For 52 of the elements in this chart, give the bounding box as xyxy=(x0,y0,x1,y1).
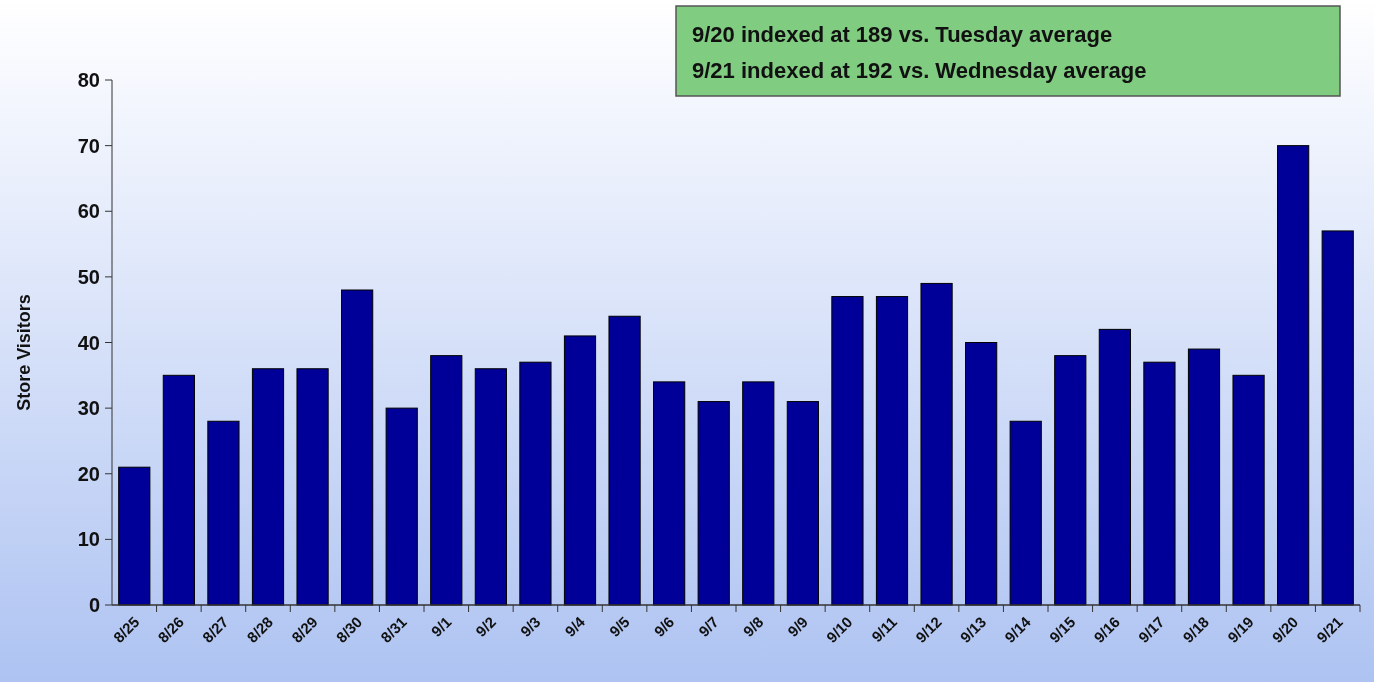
bar xyxy=(653,381,686,606)
y-tick-label: 50 xyxy=(77,265,100,288)
bar xyxy=(474,368,507,606)
bar xyxy=(920,282,953,606)
bar xyxy=(1054,355,1087,606)
bar xyxy=(831,296,864,606)
bar xyxy=(207,420,240,606)
bar xyxy=(1187,348,1221,606)
y-tick-label: 10 xyxy=(77,528,100,551)
bar xyxy=(1232,374,1265,606)
y-axis-title: Store Visitors xyxy=(14,294,34,411)
y-tick-label: 30 xyxy=(77,397,100,420)
y-tick-label: 70 xyxy=(77,134,100,157)
bar xyxy=(742,381,775,606)
bar xyxy=(608,315,641,606)
y-tick-label: 20 xyxy=(77,462,100,485)
x-tick-label: 9/8 xyxy=(739,613,767,640)
y-tick-label: 0 xyxy=(88,594,100,616)
x-tick-label: 9/1 xyxy=(427,613,455,640)
bar xyxy=(385,407,418,606)
x-tick-label: 9/4 xyxy=(561,612,589,640)
bar xyxy=(162,374,195,606)
bar xyxy=(1098,328,1131,606)
bar xyxy=(1321,230,1354,606)
bar xyxy=(1143,361,1176,606)
bar xyxy=(1277,145,1310,606)
x-tick-label: 9/9 xyxy=(784,613,811,640)
bar xyxy=(251,368,285,606)
text: 9/20 indexed at 189 vs. Tuesday average xyxy=(692,22,1113,47)
bar xyxy=(965,342,998,606)
x-tick-label: 8/31 xyxy=(377,613,410,646)
bar xyxy=(1009,420,1042,606)
bar xyxy=(519,361,552,606)
bar xyxy=(118,466,151,606)
x-tick-label: 9/6 xyxy=(650,613,678,640)
bar xyxy=(341,289,374,606)
bar xyxy=(697,401,730,606)
y-tick-label: 60 xyxy=(77,200,100,223)
y-tick-label: 40 xyxy=(77,331,100,354)
x-tick-label: 9/11 xyxy=(868,613,901,646)
bar xyxy=(563,335,597,606)
annotation: 9/21 indexed at 192 vs. Wednesday average xyxy=(692,58,1147,83)
bar xyxy=(786,401,819,606)
y-tick-label: 80 xyxy=(77,69,100,91)
bar xyxy=(875,296,909,606)
x-tick-label: 9/2 xyxy=(472,613,499,640)
x-tick-label: 9/7 xyxy=(695,613,722,640)
x-tick-label: 9/5 xyxy=(605,613,633,640)
x-tick-label: 9/21 xyxy=(1313,613,1346,646)
bar xyxy=(296,368,329,606)
x-tick-label: 9/3 xyxy=(516,613,544,640)
bar xyxy=(430,355,463,606)
